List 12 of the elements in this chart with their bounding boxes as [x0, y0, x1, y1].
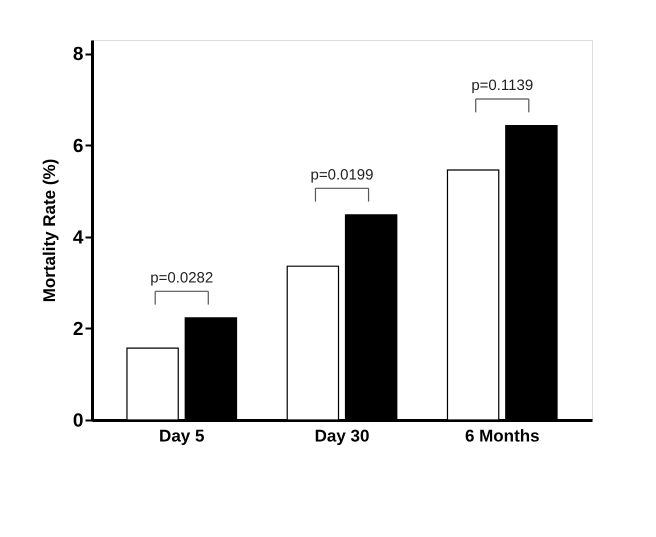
annotation: p=0.1139	[471, 77, 534, 94]
y-tick-label: 0	[72, 410, 84, 432]
y-tick-label: 8	[72, 44, 84, 66]
x-tick-label: Day 30	[314, 426, 370, 446]
x-tick-label: 6 Months	[464, 426, 540, 446]
x-tick-label: Day 5	[159, 426, 204, 446]
y-tick-label: 4	[72, 227, 84, 248]
y-tick-label: 6	[72, 136, 84, 157]
y-tick-label: 2	[72, 318, 84, 340]
y-axis-title: Mortality Rate (%)	[40, 158, 59, 302]
annotation: p=0.0282	[150, 269, 214, 286]
annotation: p=0.0199	[310, 166, 374, 184]
